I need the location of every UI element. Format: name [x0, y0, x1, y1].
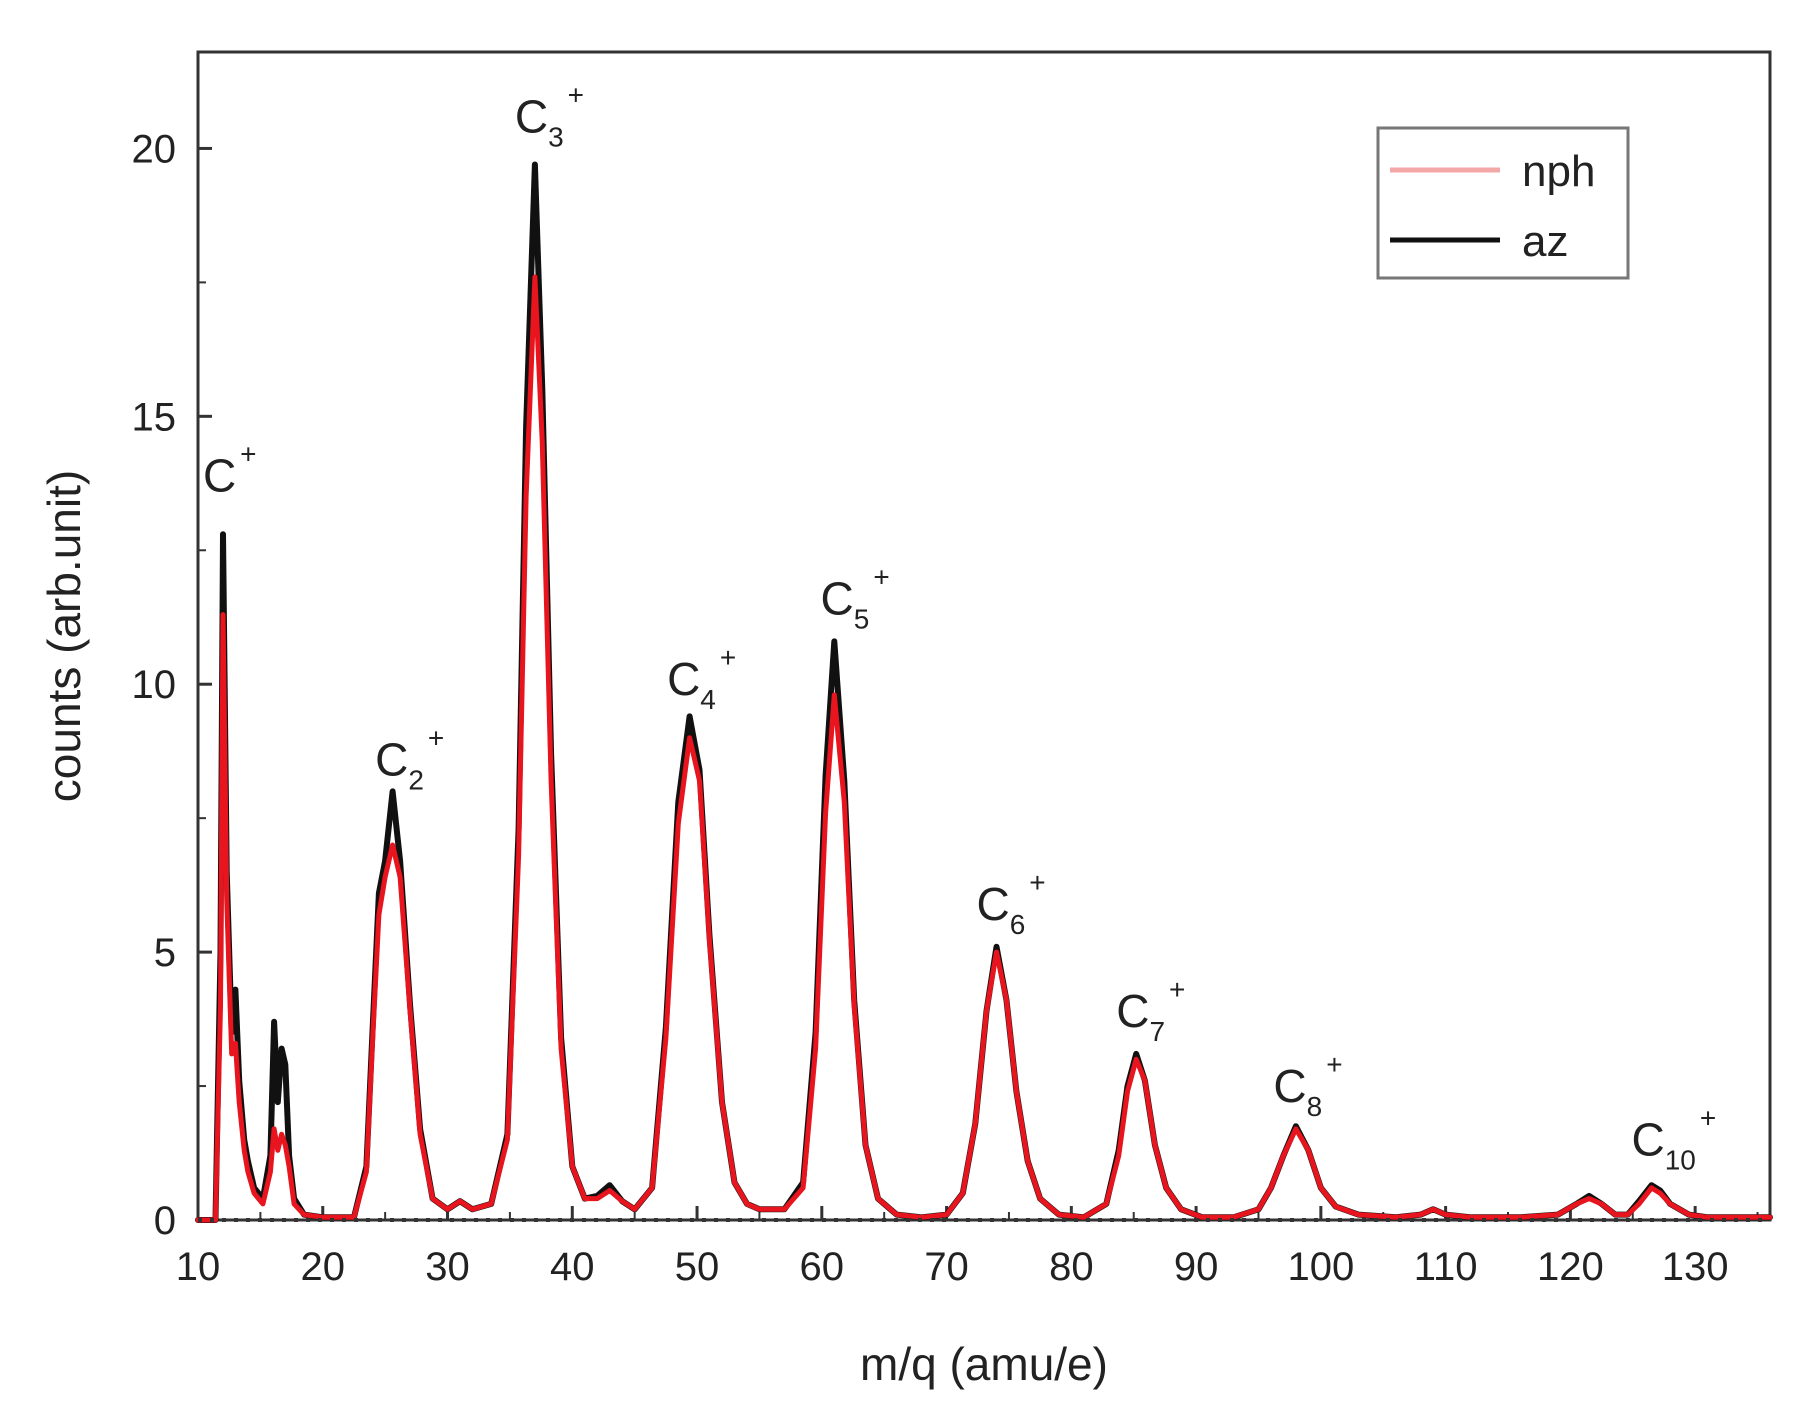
peak-label-6: C6+ [976, 867, 1045, 940]
y-tick-label: 20 [132, 127, 177, 171]
peak-label-sup: + [568, 79, 584, 110]
peak-label-base: C [821, 573, 854, 625]
peak-label-sup: + [1169, 974, 1185, 1005]
peak-label-base: C [667, 653, 700, 705]
x-tick-label: 70 [924, 1245, 969, 1289]
x-tick-label: 100 [1287, 1245, 1354, 1289]
series-layer [195, 161, 1773, 1223]
x-tick-label: 90 [1174, 1245, 1219, 1289]
x-tick-label: 10 [176, 1245, 221, 1289]
peak-label-sub: 8 [1307, 1091, 1323, 1122]
peak-label-base: C [1116, 985, 1149, 1037]
x-tick-label: 60 [800, 1245, 845, 1289]
x-tick-label: 110 [1414, 1245, 1478, 1289]
y-tick-label: 15 [132, 395, 177, 439]
peak-label-sub: 4 [700, 684, 716, 715]
peak-label-base: C [515, 90, 548, 142]
x-tick-label: 30 [425, 1245, 470, 1289]
y-tick-label: 0 [154, 1199, 176, 1243]
peak-label-base: C [375, 733, 408, 785]
y-tick-label: 5 [154, 931, 176, 975]
peak-label-7: C7+ [1116, 974, 1185, 1047]
y-tick-label: 10 [132, 663, 177, 707]
peak-label-sub: 2 [408, 764, 424, 795]
peak-label-sup: + [1700, 1103, 1716, 1134]
x-tick-label: 40 [550, 1245, 595, 1289]
peak-label-sub: 10 [1665, 1145, 1696, 1176]
peak-label-5: C5+ [821, 562, 890, 635]
peak-label-sub: 6 [1010, 909, 1026, 940]
peak-label-base: C [1631, 1114, 1664, 1166]
peak-label-sup: + [1326, 1049, 1342, 1080]
legend: nph az [1376, 126, 1630, 280]
peak-annotations: C +C2+C3+C4+C5+C6+C7+C8+C10+ [203, 79, 1716, 1175]
peak-label-10: C10+ [1631, 1103, 1716, 1176]
y-axis-ticks: 0 5 10 15 20 [132, 127, 212, 1243]
x-tick-label: 130 [1662, 1245, 1729, 1289]
peak-label-base: C [976, 878, 1009, 930]
x-tick-label: 80 [1049, 1245, 1094, 1289]
legend-label-az: az [1522, 217, 1568, 266]
legend-label-nph: nph [1522, 147, 1595, 196]
x-axis-label: m/q (amu/e) [860, 1338, 1108, 1390]
legend-box [1376, 126, 1630, 280]
peak-label-sup: + [428, 722, 444, 753]
peak-label-2: C2+ [375, 722, 444, 795]
peak-label-4: C4+ [667, 642, 736, 715]
x-tick-label: 50 [675, 1245, 720, 1289]
peak-label-sup: + [873, 562, 889, 593]
plot-frame [196, 50, 1772, 1222]
peak-label-sub: 5 [854, 604, 870, 635]
peak-label-sub: 7 [1149, 1016, 1165, 1047]
x-tick-label: 120 [1537, 1245, 1604, 1289]
peak-label-sup: + [1029, 867, 1045, 898]
series-line-az [195, 161, 1773, 1223]
x-axis-ticks: 10 20 30 40 50 60 70 80 90 100 110 120 130 [176, 1206, 1759, 1289]
peak-label-base: C [1273, 1060, 1306, 1112]
peak-label-8: C8+ [1273, 1049, 1342, 1122]
peak-label-1: C + [203, 438, 257, 501]
peak-label-base: C [203, 449, 236, 501]
peak-label-sup: + [720, 642, 736, 673]
x-tick-label: 20 [301, 1245, 346, 1289]
series-line-nph [195, 274, 1773, 1223]
peak-label-3: C3+ [515, 79, 584, 152]
peak-label-sup: + [240, 438, 256, 469]
peak-label-sub: 3 [548, 121, 564, 152]
y-axis-label: counts (arb.unit) [38, 470, 90, 802]
